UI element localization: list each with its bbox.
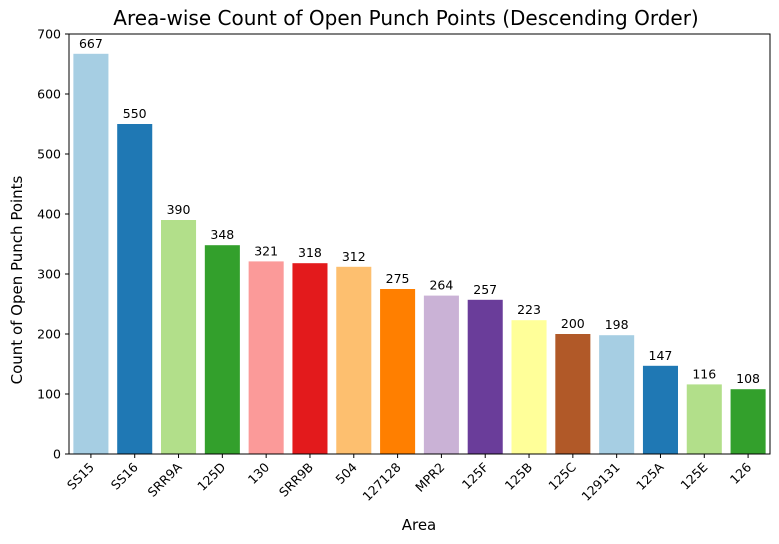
bar-130 bbox=[248, 261, 284, 454]
bar-ss15 bbox=[73, 53, 109, 455]
bar-129131 bbox=[599, 335, 635, 454]
x-tick-label: SS16 bbox=[108, 459, 141, 492]
x-tick-label: 125A bbox=[633, 459, 667, 493]
data-label: 257 bbox=[473, 282, 497, 297]
data-label: 116 bbox=[692, 366, 716, 381]
bar-mpr2 bbox=[423, 295, 459, 454]
data-label: 147 bbox=[649, 348, 673, 363]
x-tick-label: 126 bbox=[727, 459, 755, 487]
x-axis-title: Area bbox=[402, 516, 437, 534]
data-label: 390 bbox=[167, 202, 191, 217]
y-tick-label: 400 bbox=[37, 207, 61, 222]
data-label: 108 bbox=[736, 371, 760, 386]
y-tick-label: 500 bbox=[37, 147, 61, 162]
data-label: 348 bbox=[210, 227, 234, 242]
y-tick-label: 700 bbox=[37, 27, 61, 42]
bar-125c bbox=[555, 334, 591, 454]
bar-srr9b bbox=[292, 263, 328, 454]
bar-125a bbox=[642, 365, 678, 454]
y-tick-label: 600 bbox=[37, 87, 61, 102]
bar-125b bbox=[511, 320, 547, 454]
data-label: 550 bbox=[123, 106, 147, 121]
x-tick-label: 125C bbox=[545, 459, 579, 493]
x-tick-label: 125B bbox=[502, 460, 536, 494]
y-axis-title: Count of Open Punch Points bbox=[8, 175, 26, 384]
plot-frame bbox=[68, 33, 771, 455]
x-tick-label: 125E bbox=[677, 459, 710, 492]
data-labels-group: 667 550 390 348 321 318 312 275 264 257 223 200 198 1… bbox=[79, 36, 760, 386]
data-label: 223 bbox=[517, 302, 541, 317]
data-label: 667 bbox=[79, 36, 103, 51]
x-tick-label: 504 bbox=[332, 459, 360, 487]
y-tick-label: 0 bbox=[53, 447, 61, 462]
x-tick-label: SRR9A bbox=[144, 459, 184, 499]
x-tick-label: 125F bbox=[459, 460, 492, 493]
x-tick-label: 127128 bbox=[359, 459, 403, 503]
data-label: 275 bbox=[386, 271, 410, 286]
x-tick-label: MPR2 bbox=[412, 460, 447, 495]
x-axis: SS15 SS16 SRR9A 125D 130 SRR9B 504 127128 MPR2 12… bbox=[64, 454, 754, 504]
bar-125d bbox=[204, 245, 240, 454]
bar-126 bbox=[730, 389, 766, 454]
data-label: 321 bbox=[254, 243, 278, 258]
y-tick-label: 200 bbox=[37, 327, 61, 342]
x-tick-label: 130 bbox=[245, 459, 273, 487]
bar-504 bbox=[336, 266, 372, 454]
y-axis: 0 100 200 300 400 500 600 700 bbox=[37, 27, 69, 462]
bar-127128 bbox=[380, 289, 416, 454]
bar-125f bbox=[467, 299, 503, 454]
x-tick-label: 125D bbox=[194, 460, 228, 494]
bar-ss16 bbox=[117, 124, 153, 454]
y-tick-label: 100 bbox=[37, 387, 61, 402]
data-label: 198 bbox=[605, 317, 629, 332]
bar-srr9a bbox=[161, 220, 197, 454]
x-tick-label: SS15 bbox=[64, 460, 97, 493]
x-tick-label: 129131 bbox=[578, 460, 622, 504]
bars-group bbox=[73, 53, 766, 455]
bar-125e bbox=[686, 384, 722, 454]
x-tick-label: SRR9B bbox=[276, 460, 316, 500]
data-label: 312 bbox=[342, 249, 366, 264]
chart-title: Area-wise Count of Open Punch Points (De… bbox=[113, 6, 698, 30]
data-label: 264 bbox=[429, 278, 453, 293]
data-label: 200 bbox=[561, 316, 585, 331]
data-label: 318 bbox=[298, 245, 322, 260]
y-tick-label: 300 bbox=[37, 267, 61, 282]
